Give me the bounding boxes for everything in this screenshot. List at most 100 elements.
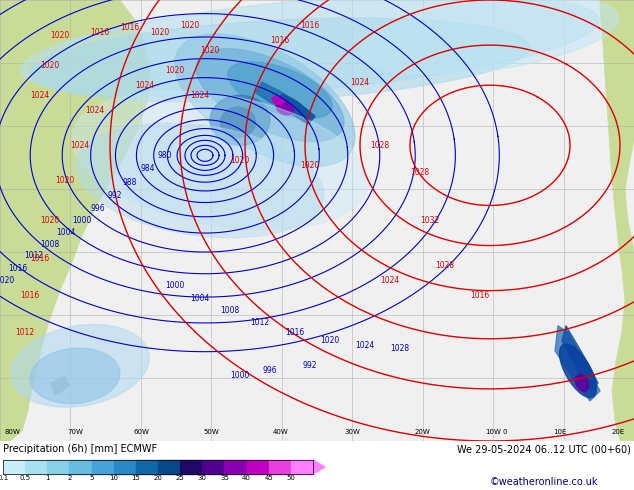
Text: 1004: 1004 [190,294,210,303]
Ellipse shape [21,0,599,97]
Text: 1028: 1028 [436,261,455,270]
Polygon shape [0,0,150,441]
Text: 1016: 1016 [120,23,139,31]
Text: 50W: 50W [203,429,219,435]
Text: 30W: 30W [344,429,360,435]
Bar [180,460,202,474]
Text: 20: 20 [153,475,162,481]
Text: 1020: 1020 [230,156,250,165]
Ellipse shape [72,91,368,230]
Text: 1024: 1024 [70,141,89,150]
Bar [25,460,48,474]
Ellipse shape [30,18,529,102]
Text: 1016: 1016 [8,264,28,273]
Text: 35: 35 [220,475,229,481]
Bar [3,460,25,474]
Text: 20E: 20E [611,429,624,435]
Text: 1024: 1024 [190,91,210,100]
Text: 1008: 1008 [221,306,240,315]
Text: 1024: 1024 [136,81,155,90]
Polygon shape [275,94,315,124]
Text: 1012: 1012 [15,328,35,337]
Text: ©weatheronline.co.uk: ©weatheronline.co.uk [490,477,598,487]
Text: 10E: 10E [553,429,567,435]
Polygon shape [600,0,634,441]
Text: 0: 0 [503,429,507,435]
Text: 60W: 60W [133,429,149,435]
Text: 980: 980 [158,151,172,160]
Ellipse shape [361,0,619,74]
Text: 2: 2 [67,475,72,481]
Text: 996: 996 [91,204,105,213]
Text: 984: 984 [141,164,155,173]
Bar [136,460,158,474]
Bar [158,460,180,474]
Text: 992: 992 [108,191,122,200]
Bar [224,460,247,474]
Text: 1020: 1020 [181,21,200,29]
Ellipse shape [210,95,270,146]
Text: 30: 30 [198,475,207,481]
Text: 1024: 1024 [30,91,49,100]
Text: 1024: 1024 [351,78,370,87]
Text: 40: 40 [242,475,251,481]
Ellipse shape [576,374,588,392]
Text: 1028: 1028 [370,141,389,150]
Text: 992: 992 [303,361,317,370]
Text: 70W: 70W [67,429,83,435]
Polygon shape [0,0,32,441]
Text: 20W: 20W [414,429,430,435]
Text: 1000: 1000 [165,281,184,290]
Text: 80W: 80W [4,429,20,435]
Text: 1016: 1016 [285,328,304,337]
Bar [70,460,91,474]
Polygon shape [313,460,325,474]
Ellipse shape [559,344,597,397]
Text: 1016: 1016 [470,291,489,300]
Polygon shape [50,376,70,396]
Text: 1020: 1020 [41,216,60,225]
Text: 1028: 1028 [391,344,410,353]
Text: 5: 5 [89,475,94,481]
Text: 45: 45 [264,475,273,481]
Text: 996: 996 [262,367,277,375]
Text: 15: 15 [131,475,140,481]
Ellipse shape [228,62,332,119]
Text: Precipitation (6h) [mm] ECMWF: Precipitation (6h) [mm] ECMWF [3,444,157,454]
Text: 1020: 1020 [41,61,60,70]
Text: 1020: 1020 [50,30,70,40]
Ellipse shape [11,324,149,407]
Polygon shape [555,326,600,401]
Text: 1012: 1012 [250,318,269,327]
Text: 1024: 1024 [356,341,375,350]
Text: We 29-05-2024 06..12 UTC (00+60): We 29-05-2024 06..12 UTC (00+60) [457,444,631,454]
Text: 1: 1 [45,475,49,481]
Text: 10W: 10W [485,429,501,435]
Ellipse shape [276,102,294,115]
Text: 40W: 40W [273,429,289,435]
Text: 10: 10 [109,475,118,481]
Text: 1016: 1016 [20,291,39,300]
Text: 1024: 1024 [380,276,399,285]
Text: 1008: 1008 [41,240,60,249]
Bar [291,460,313,474]
Text: 0.1: 0.1 [0,475,9,481]
Text: 1020: 1020 [301,161,320,170]
Text: 988: 988 [123,178,137,187]
Polygon shape [255,82,310,120]
Ellipse shape [196,49,344,142]
Ellipse shape [221,107,256,137]
Text: 1020: 1020 [55,176,75,185]
Text: 1032: 1032 [420,216,439,225]
Text: 1024: 1024 [86,106,105,115]
Bar [91,460,113,474]
Text: 50: 50 [287,475,295,481]
Text: 1012: 1012 [25,251,44,260]
Polygon shape [562,326,598,391]
Bar [269,460,291,474]
Text: 1000: 1000 [72,216,92,225]
Bar [113,460,136,474]
Bar [3,460,313,474]
Text: 1016: 1016 [301,21,320,29]
Text: 1020: 1020 [150,27,170,37]
